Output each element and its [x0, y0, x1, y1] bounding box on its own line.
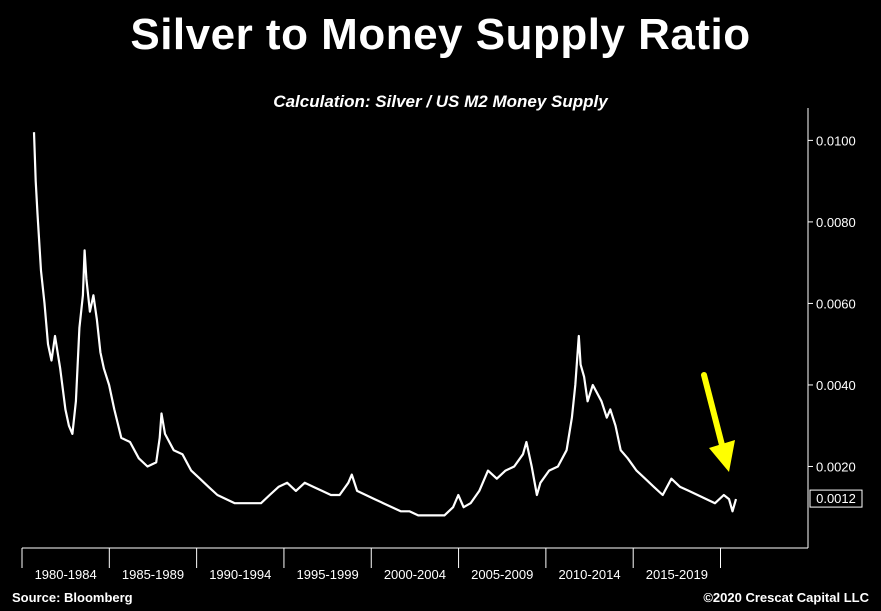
- copyright-label: ©2020 Crescat Capital LLC: [703, 590, 869, 605]
- x-tick-label: 2010-2014: [558, 567, 620, 582]
- yellow-arrow-shaft: [701, 372, 725, 448]
- x-tick-label: 1990-1994: [209, 567, 271, 582]
- x-tick-label: 2015-2019: [646, 567, 708, 582]
- x-tick-label: 2005-2009: [471, 567, 533, 582]
- y-tick-label: 0.0040: [816, 378, 856, 393]
- x-tick-label: 1980-1984: [35, 567, 97, 582]
- y-tick-label: 0.0100: [816, 133, 856, 148]
- x-tick-label: 1995-1999: [297, 567, 359, 582]
- x-tick-label: 2000-2004: [384, 567, 446, 582]
- last-value-label: 0.0012: [816, 491, 856, 506]
- chart-subtitle: Calculation: Silver / US M2 Money Supply: [273, 92, 608, 111]
- y-tick-label: 0.0060: [816, 296, 856, 311]
- yellow-arrow-head: [709, 440, 735, 472]
- silver-m2-ratio-line: [32, 132, 738, 517]
- last-value-box: [809, 489, 863, 508]
- y-tick-label: 0.0020: [816, 459, 856, 474]
- chart-title: Silver to Money Supply Ratio: [130, 10, 751, 59]
- x-tick-label: 1985-1989: [122, 567, 184, 582]
- y-tick-label: 0.0080: [816, 215, 856, 230]
- source-label: Source: Bloomberg: [12, 590, 133, 605]
